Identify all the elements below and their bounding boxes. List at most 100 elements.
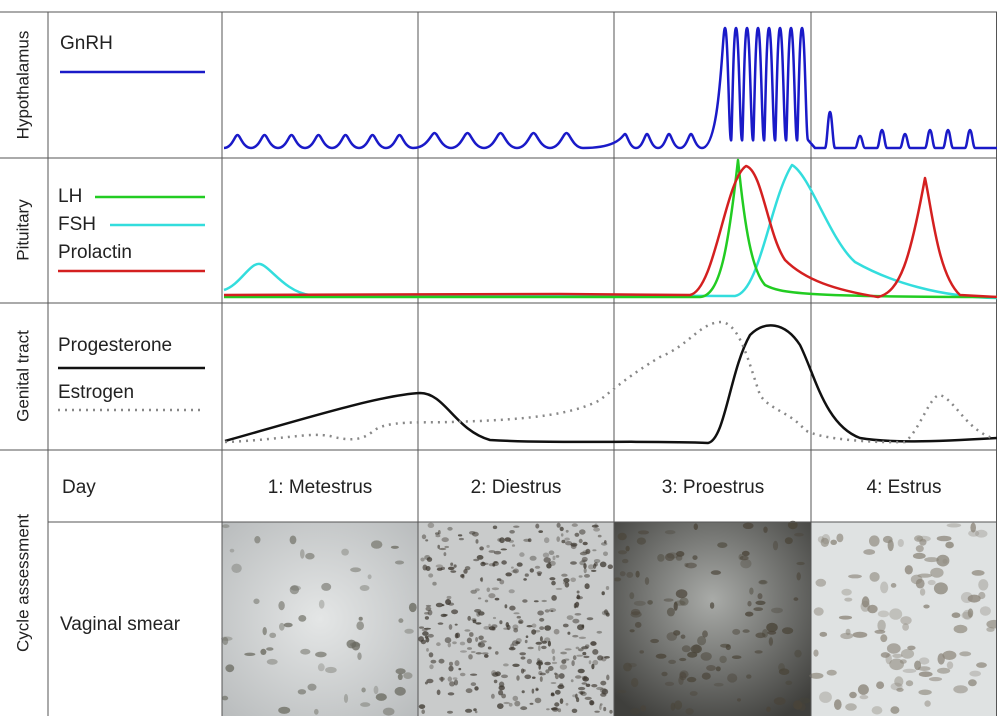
cell [479, 546, 484, 550]
cell [819, 692, 832, 703]
cell [564, 538, 570, 541]
cell [774, 697, 786, 705]
cell [769, 638, 773, 645]
cell [674, 600, 685, 605]
cell [834, 699, 842, 710]
cell [455, 660, 460, 666]
day-label: 1: Metestrus [268, 477, 373, 498]
cell [661, 672, 667, 677]
cell [867, 605, 877, 614]
cell [395, 687, 406, 696]
cell [480, 562, 485, 567]
cell [551, 693, 555, 696]
cell [451, 609, 458, 614]
cell [903, 669, 917, 673]
cell [279, 623, 285, 631]
cell [947, 661, 953, 669]
cell [391, 546, 399, 549]
cell [583, 542, 588, 546]
row-label: Hypothalamus [13, 31, 32, 140]
cell [618, 550, 627, 554]
cell [538, 645, 541, 651]
cell [541, 646, 547, 649]
cell [321, 583, 331, 591]
cell [551, 581, 556, 586]
cell [881, 652, 890, 658]
cell [916, 545, 924, 552]
cell [482, 652, 489, 654]
cell [858, 684, 869, 695]
cell [890, 706, 899, 714]
cell [428, 610, 433, 616]
cell [694, 523, 698, 530]
cell [583, 550, 589, 553]
cell [961, 612, 972, 619]
cell [448, 676, 452, 681]
cell [563, 582, 566, 584]
cell [426, 648, 429, 652]
cell [517, 616, 521, 619]
cell [383, 708, 395, 716]
cell [618, 533, 627, 540]
cell [954, 625, 968, 634]
cell [539, 618, 544, 622]
cell [478, 597, 481, 599]
cell [743, 523, 754, 529]
cell [566, 703, 569, 706]
cell [314, 709, 319, 715]
cell [476, 539, 479, 544]
cell [742, 551, 750, 556]
cell [428, 634, 434, 638]
cell [880, 634, 887, 642]
cell [600, 693, 606, 697]
cell [540, 636, 543, 642]
cell [814, 607, 824, 616]
cell [914, 661, 921, 671]
cell [492, 672, 498, 677]
cell [540, 676, 543, 682]
cell [853, 632, 868, 638]
cell [426, 566, 431, 571]
cell [545, 609, 550, 612]
cell [589, 660, 592, 664]
cell [582, 557, 588, 562]
cell [444, 546, 449, 548]
cell [594, 711, 600, 713]
cell [469, 632, 474, 637]
cell [906, 680, 913, 686]
cell [827, 670, 837, 676]
cell [572, 694, 576, 697]
cell [687, 677, 696, 682]
cell [537, 611, 544, 616]
cell [566, 530, 569, 533]
cell [816, 579, 827, 587]
cell [445, 637, 452, 643]
cell [739, 554, 744, 560]
cell [845, 703, 857, 710]
cell [606, 675, 609, 681]
cell [472, 532, 479, 537]
cell [266, 647, 273, 651]
cell [551, 682, 557, 684]
cell [492, 587, 499, 590]
cell [376, 693, 387, 701]
cell [298, 689, 306, 694]
cell [477, 555, 484, 560]
cell [319, 600, 325, 609]
cell [447, 596, 452, 599]
cell [549, 577, 555, 580]
cell [839, 616, 852, 620]
cell [448, 567, 455, 571]
cell [622, 559, 628, 563]
cell [503, 702, 510, 704]
cell [512, 544, 515, 547]
day-label: 3: Proestrus [662, 477, 764, 498]
cell [685, 563, 697, 569]
cell [938, 653, 945, 664]
cell [444, 552, 447, 556]
row-label: Genital tract [13, 330, 32, 422]
cell [836, 534, 843, 543]
cell [551, 708, 558, 711]
cell [437, 545, 440, 549]
prolactin-curve [224, 166, 997, 297]
